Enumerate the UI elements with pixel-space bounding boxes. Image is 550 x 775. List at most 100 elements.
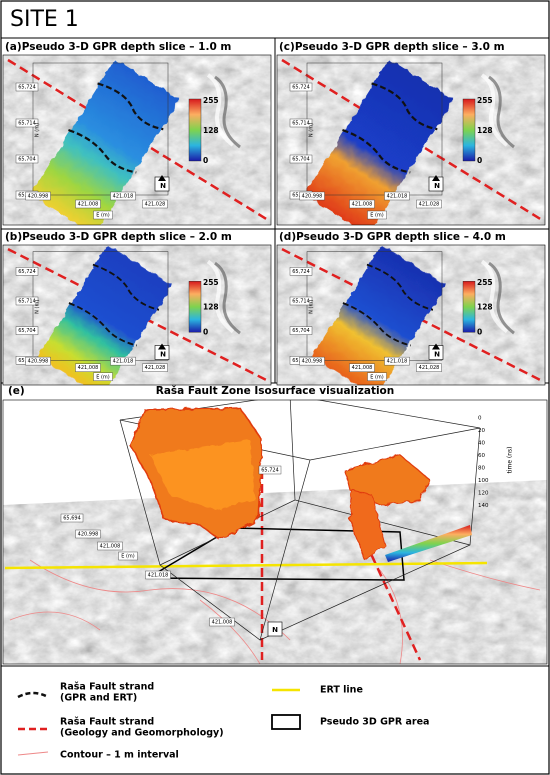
colorbar-label: 128: [203, 303, 219, 312]
gpr-fault: [371, 82, 438, 131]
panel-title-text: Pseudo 3-D GPR depth slice – 3.0 m: [295, 41, 505, 53]
coord-label: 65,694: [63, 516, 81, 522]
coord-box: [142, 363, 168, 372]
panel-label: (e): [8, 385, 25, 397]
legend-gpr-fault: [17, 691, 49, 699]
legend-label: Raša Fault strand: [60, 682, 154, 693]
coord-label: 420,998: [28, 359, 49, 365]
contour: [199, 599, 261, 664]
gpr-slice: [311, 245, 447, 385]
legend-label: Contour – 1 m interval: [60, 750, 179, 761]
legend-label: (GPR and ERT): [60, 693, 137, 704]
coord-label: 421,008: [78, 365, 99, 371]
north-arrow: [432, 343, 440, 350]
axis-label: N (m): [309, 123, 315, 137]
coord-box: [75, 199, 101, 209]
ert-line: [4, 561, 488, 570]
coord-box: [289, 326, 313, 335]
coord-label: 65,724: [18, 269, 36, 275]
slice-strip: [385, 525, 472, 562]
isosurface-panel: (e) Raša Fault Zone Isosurface visualizat…: [2, 385, 548, 665]
panel-label: (d): [279, 231, 296, 243]
coord-label: 65,714: [18, 121, 36, 127]
coord-label: 421,018: [113, 194, 134, 200]
panel-label: (c): [279, 41, 295, 53]
coord-box: [75, 529, 101, 539]
panel-title: (a)Pseudo 3-D GPR depth slice – 1.0 m: [5, 41, 231, 53]
legend-label: ERT line: [320, 685, 363, 696]
colorbar-label: 128: [203, 126, 219, 135]
coord-label: 65,704: [292, 328, 310, 334]
coord-label: E (m): [96, 374, 110, 380]
coord-label: E (m): [121, 554, 135, 560]
legend-contour: [17, 751, 49, 756]
coord-label: 65,704: [292, 157, 310, 163]
coord-box: [142, 199, 168, 209]
panel-title-text: Pseudo 3-D GPR depth slice – 4.0 m: [296, 231, 506, 243]
panel-title: (d)Pseudo 3-D GPR depth slice – 4.0 m: [279, 231, 506, 243]
gpr-panel: (b)Pseudo 3-D GPR depth slice – 2.0 m 65,…: [2, 231, 272, 386]
geology-fault: [7, 58, 269, 222]
gpr-panel: (c)Pseudo 3-D GPR depth slice – 3.0 m 65,…: [276, 41, 546, 226]
isosurface: [344, 454, 431, 506]
time-tick: 20: [478, 428, 485, 434]
coord-box: [15, 82, 39, 92]
coord-box: [110, 356, 136, 366]
coord-frame: [32, 251, 169, 361]
colorbar: [462, 281, 476, 333]
gpr-fault: [68, 302, 137, 347]
panel-title: (b)Pseudo 3-D GPR depth slice – 2.0 m: [5, 231, 232, 243]
image-border: [276, 244, 546, 386]
ridge: [480, 259, 509, 334]
coord-frame: [306, 251, 443, 361]
time-tick: 120: [478, 491, 489, 497]
coord-label: 421,008: [212, 620, 233, 626]
coord-label: 65,724: [18, 85, 36, 91]
coord-box: [416, 363, 442, 372]
coord-label: 421,018: [148, 573, 169, 579]
colorbar: [188, 98, 202, 162]
north-label: N: [434, 350, 440, 358]
coord-box: [384, 356, 410, 366]
legend: Raša Fault strand(GPR and ERT)Raša Fault…: [17, 682, 429, 761]
image-border: [2, 244, 272, 386]
coord-label: 421,018: [113, 359, 134, 365]
axis-label: N (m): [35, 300, 41, 314]
legend-label: Pseudo 3D GPR area: [320, 717, 429, 728]
colorbar-label: 255: [477, 96, 493, 105]
colorbar-label: 0: [477, 156, 482, 165]
coord-box: [299, 191, 325, 201]
colorbar-label: 128: [477, 303, 493, 312]
time-tick: 80: [478, 466, 485, 472]
north-arrow: [158, 343, 166, 350]
panel-label: (b): [5, 231, 22, 243]
colorbar-label: 255: [203, 96, 219, 105]
coord-box: [93, 210, 113, 220]
contour: [29, 559, 291, 641]
coord-label: 421,028: [145, 365, 166, 371]
colorbar-label: 255: [203, 278, 219, 287]
coord-label: E (m): [96, 213, 110, 219]
coord-box: [25, 191, 51, 201]
ridge-shadow: [214, 75, 241, 149]
ridge-shadow: [214, 261, 241, 335]
north-label: N: [160, 182, 166, 190]
ridge: [206, 73, 235, 147]
geology-fault: [281, 58, 543, 222]
coord-box: [367, 210, 387, 220]
time-tick: 60: [478, 453, 485, 459]
time-axis-label: time (ns): [507, 446, 514, 473]
coord-box: [289, 296, 313, 306]
coord-box: [15, 118, 39, 128]
coord-box: [118, 551, 138, 561]
coord-label: 65,714: [292, 299, 310, 305]
gpr-slice: [304, 59, 454, 225]
ridge-shadow: [488, 261, 515, 335]
colorbar-label: 0: [477, 327, 482, 336]
panel-title-text: Pseudo 3-D GPR depth slice – 2.0 m: [22, 231, 232, 243]
gpr-fault: [68, 129, 137, 174]
